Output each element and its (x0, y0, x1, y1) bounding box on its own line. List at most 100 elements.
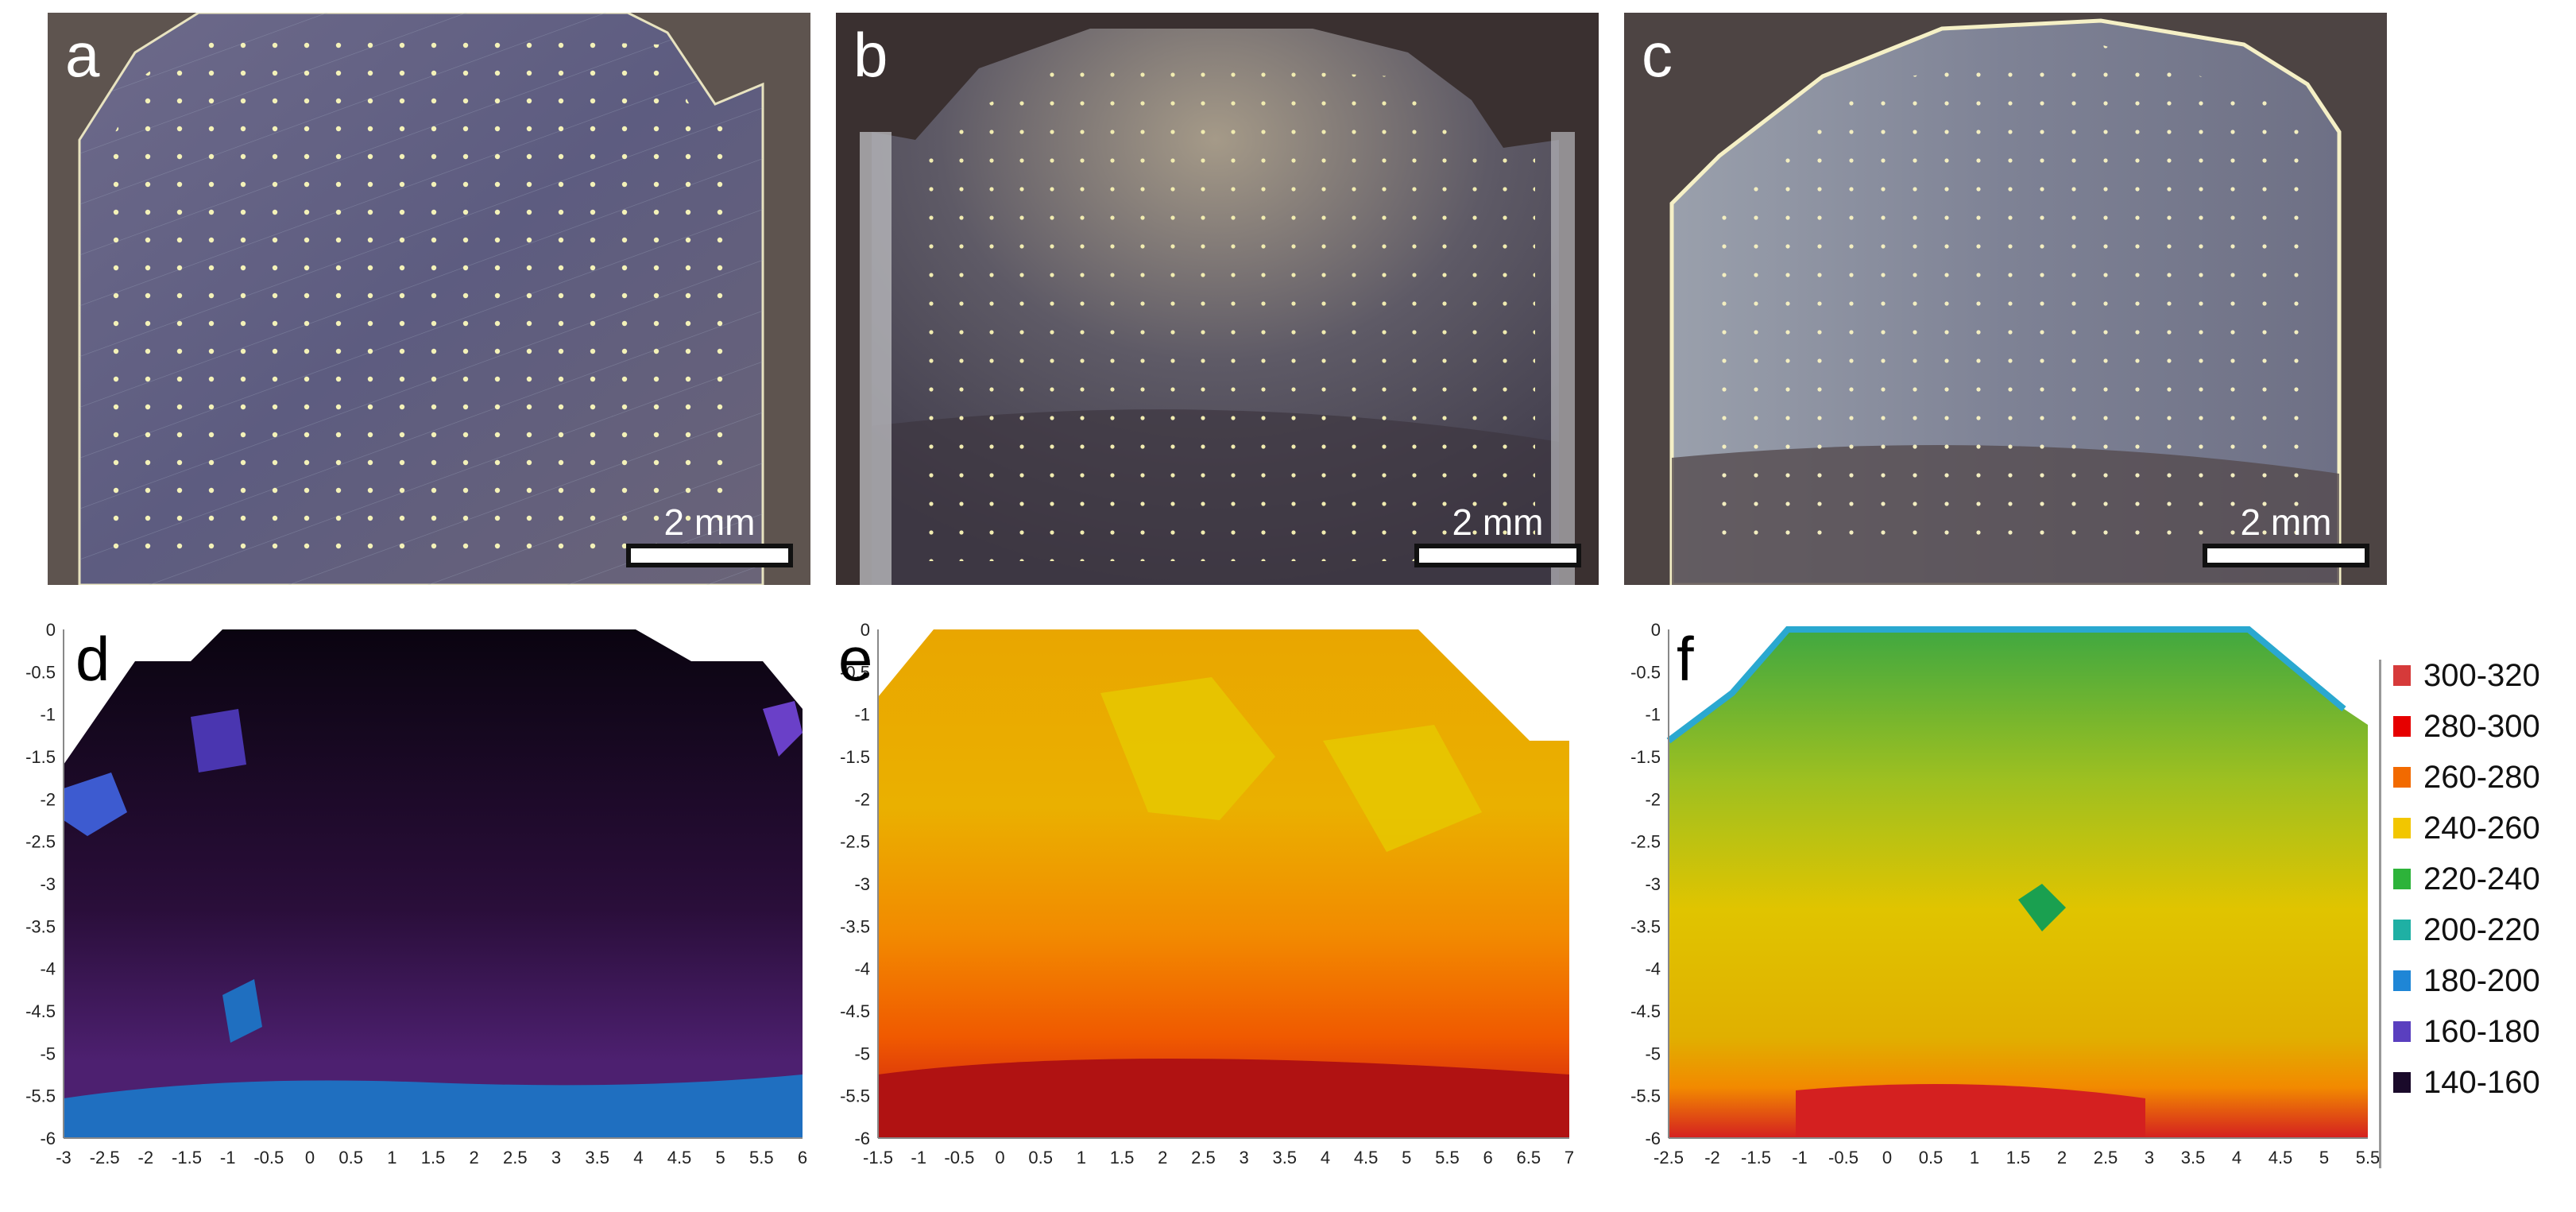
x-tick-label: 0.5 (1028, 1148, 1053, 1167)
x-tick-label: 0.5 (1919, 1148, 1944, 1167)
panel-label-c: c (1642, 20, 1673, 90)
legend-swatch (2393, 1072, 2411, 1093)
y-tick-label: -6 (854, 1129, 870, 1148)
map-axes: -1.5 -1 -0.5 0 0.5 1 1.5 2 2.5 3 3.5 4 4.5 5 5.5 6 6.5 7 0… (840, 620, 1574, 1167)
x-tick-label: -1.5 (863, 1148, 893, 1167)
x-tick-label: -1 (1792, 1148, 1808, 1167)
y-tick-label: -2.5 (1630, 832, 1661, 852)
x-tick-label: -2.5 (1654, 1148, 1684, 1167)
x-tick-label: 4 (2232, 1148, 2241, 1167)
x-tick-label: 0 (305, 1148, 315, 1167)
y-tick-label: -5.5 (25, 1086, 56, 1106)
scale-bar-a: 2 mm (626, 504, 793, 567)
micrograph-b: b 2 mm (836, 13, 1599, 585)
micrograph-a-image (48, 13, 810, 585)
y-tick-label: -4.5 (25, 1001, 56, 1021)
x-tick-label: 3.5 (585, 1148, 609, 1167)
x-tick-label: 3 (551, 1148, 561, 1167)
x-tick-label: 5 (716, 1148, 725, 1167)
y-tick-label: 0 (861, 620, 870, 640)
legend-label: 140-160 (2423, 1064, 2540, 1100)
hardness-map-e-plot: -1.5 -1 -0.5 0 0.5 1 1.5 2 2.5 3 3.5 4 4.5 5 5.5 6 6.5 7 0… (840, 620, 1574, 1167)
x-tick-label: 4.5 (2269, 1148, 2293, 1167)
x-tick-label: 2.5 (503, 1148, 528, 1167)
y-tick-label: -0.5 (1630, 662, 1661, 682)
legend-label: 220-240 (2423, 861, 2540, 896)
y-tick-label: -3 (854, 874, 870, 894)
x-tick-label: -0.5 (253, 1148, 284, 1167)
x-tick-label: 1 (1970, 1148, 1979, 1167)
legend-swatch (2393, 920, 2411, 940)
x-tick-label: 3 (1239, 1148, 1248, 1167)
y-tick-label: -3.5 (25, 916, 56, 936)
x-tick-label: 1.5 (2006, 1148, 2031, 1167)
panel-label-b: b (853, 20, 888, 90)
y-tick-label: 0 (46, 620, 56, 640)
legend-item: 240-260 (2393, 810, 2540, 846)
y-tick-label: -2.5 (840, 832, 870, 852)
legend-label: 180-200 (2423, 962, 2540, 998)
x-tick-label: 5.5 (749, 1148, 774, 1167)
x-tick-label: 2.5 (2094, 1148, 2118, 1167)
legend-item: 160-180 (2393, 1013, 2540, 1049)
scale-bar-c: 2 mm (2203, 504, 2369, 567)
y-tick-label: -0.5 (25, 662, 56, 682)
y-tick-label: -2 (854, 789, 870, 809)
y-tick-label: -2 (40, 789, 56, 809)
x-tick-label: 0.5 (338, 1148, 363, 1167)
legend-label: 260-280 (2423, 759, 2540, 795)
x-tick-label: 1.5 (421, 1148, 446, 1167)
x-tick-label: -1 (911, 1148, 926, 1167)
y-tick-label: -1 (854, 705, 870, 725)
y-tick-label: -1.5 (1630, 747, 1661, 767)
y-tick-label: -3.5 (1630, 916, 1661, 936)
legend-swatch (2393, 818, 2411, 838)
x-tick-label: -0.5 (1828, 1148, 1859, 1167)
legend-item: 260-280 (2393, 759, 2540, 795)
y-tick-label: -4 (854, 959, 870, 979)
scale-bar-b: 2 mm (1414, 504, 1581, 567)
x-tick-label: -1 (220, 1148, 236, 1167)
y-tick-label: -5 (854, 1044, 870, 1063)
y-tick-label: -4.5 (840, 1001, 870, 1021)
hardness-map-d-plot: -3 -2.5 -2 -1.5 -1 -0.5 0 0.5 1 1.5 2 2.5 3 3.5 4 4.5 5 5… (25, 620, 807, 1167)
x-tick-label: -0.5 (944, 1148, 974, 1167)
micrograph-a: a 2 mm (48, 13, 810, 585)
x-tick-label: 3.5 (2181, 1148, 2206, 1167)
micrograph-c-image (1624, 13, 2387, 585)
y-tick-label: -5.5 (1630, 1086, 1661, 1106)
y-tick-label: -1 (40, 705, 56, 725)
legend-label: 160-180 (2423, 1013, 2540, 1049)
y-tick-label: -3.5 (840, 916, 870, 936)
x-tick-label: 4.5 (667, 1148, 692, 1167)
scale-bar-line-b (1414, 544, 1581, 567)
x-tick-label: -1.5 (172, 1148, 202, 1167)
scale-bar-line-a (626, 544, 793, 567)
map-axes: -2.5 -2 -1.5 -1 -0.5 0 0.5 1 1.5 2 2.5 3 3.5 4 4.5 5 5.5… (1630, 620, 2380, 1167)
micrograph-c: c 2 mm (1624, 13, 2387, 585)
panel-label-a: a (65, 20, 100, 90)
legend-swatch (2393, 1021, 2411, 1042)
x-tick-label: 4.5 (1354, 1148, 1379, 1167)
x-tick-label: 1 (1077, 1148, 1086, 1167)
y-tick-label: -4.5 (1630, 1001, 1661, 1021)
hardness-map-d: -3 -2.5 -2 -1.5 -1 -0.5 0 0.5 1 1.5 2 2.5 3 3.5 4 4.5 5 5… (0, 612, 818, 1184)
x-tick-label: 5 (1402, 1148, 1411, 1167)
scale-bar-label-a: 2 mm (663, 501, 756, 543)
y-tick-label: -2 (1645, 789, 1661, 809)
scale-bar-label-b: 2 mm (1452, 501, 1544, 543)
x-tick-label: 7 (1565, 1148, 1574, 1167)
scale-bar-line-c (2203, 544, 2369, 567)
x-tick-label: -2 (1704, 1148, 1720, 1167)
map-axes: -3 -2.5 -2 -1.5 -1 -0.5 0 0.5 1 1.5 2 2.5 3 3.5 4 4.5 5 5… (25, 620, 807, 1167)
x-tick-label: 6 (1483, 1148, 1493, 1167)
legend-item: 220-240 (2393, 861, 2540, 896)
x-tick-label: 1.5 (1110, 1148, 1135, 1167)
x-tick-label: 6.5 (1517, 1148, 1541, 1167)
hardness-map-f-plot: -2.5 -2 -1.5 -1 -0.5 0 0.5 1 1.5 2 2.5 3 3.5 4 4.5 5 5.5… (1630, 620, 2380, 1167)
y-tick-label: 0 (1651, 620, 1661, 640)
legend-item: 180-200 (2393, 962, 2540, 998)
legend-item: 140-160 (2393, 1064, 2540, 1100)
legend-label: 240-260 (2423, 810, 2540, 846)
y-tick-label: -1.5 (840, 747, 870, 767)
